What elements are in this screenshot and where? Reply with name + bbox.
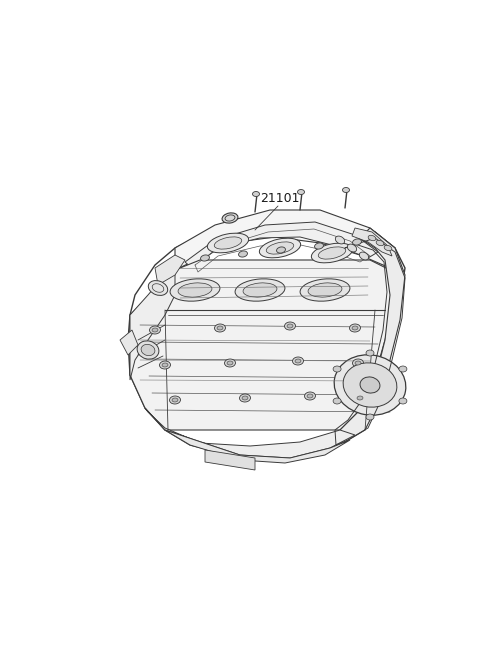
Ellipse shape — [172, 398, 178, 402]
Ellipse shape — [348, 244, 357, 252]
Polygon shape — [205, 450, 255, 470]
Ellipse shape — [360, 377, 380, 393]
Ellipse shape — [285, 322, 296, 330]
Ellipse shape — [243, 283, 277, 297]
Ellipse shape — [318, 247, 346, 259]
Ellipse shape — [214, 237, 242, 249]
Ellipse shape — [312, 243, 353, 263]
Ellipse shape — [178, 283, 212, 297]
Ellipse shape — [366, 350, 374, 356]
Ellipse shape — [207, 233, 249, 253]
Polygon shape — [175, 210, 395, 270]
Ellipse shape — [266, 242, 294, 254]
Polygon shape — [185, 222, 378, 268]
Ellipse shape — [148, 281, 168, 295]
Ellipse shape — [215, 324, 226, 332]
Ellipse shape — [336, 236, 345, 244]
Ellipse shape — [225, 359, 236, 367]
Ellipse shape — [201, 255, 209, 261]
Polygon shape — [352, 228, 392, 256]
Ellipse shape — [298, 190, 304, 194]
Ellipse shape — [376, 240, 384, 246]
Ellipse shape — [352, 239, 361, 245]
Ellipse shape — [399, 398, 407, 404]
Ellipse shape — [239, 251, 248, 257]
Ellipse shape — [235, 279, 285, 301]
Polygon shape — [330, 228, 405, 448]
Ellipse shape — [162, 363, 168, 367]
Ellipse shape — [384, 245, 392, 251]
Ellipse shape — [276, 247, 286, 253]
Ellipse shape — [343, 188, 349, 192]
Polygon shape — [155, 255, 185, 285]
Ellipse shape — [352, 359, 363, 367]
Polygon shape — [165, 430, 350, 463]
Ellipse shape — [292, 357, 303, 365]
Ellipse shape — [308, 283, 342, 297]
Ellipse shape — [222, 213, 238, 223]
Ellipse shape — [227, 361, 233, 365]
Ellipse shape — [360, 252, 369, 260]
Polygon shape — [130, 260, 395, 430]
Ellipse shape — [287, 324, 293, 328]
Ellipse shape — [300, 279, 350, 301]
Ellipse shape — [343, 363, 397, 407]
Ellipse shape — [159, 361, 170, 369]
Ellipse shape — [314, 243, 324, 249]
Ellipse shape — [170, 279, 220, 301]
Text: 21101: 21101 — [260, 192, 300, 205]
Polygon shape — [130, 268, 175, 380]
Ellipse shape — [137, 341, 159, 359]
Ellipse shape — [149, 326, 160, 334]
Ellipse shape — [259, 238, 300, 258]
Polygon shape — [128, 215, 405, 458]
Ellipse shape — [352, 326, 358, 330]
Ellipse shape — [242, 396, 248, 400]
Ellipse shape — [333, 366, 341, 372]
Ellipse shape — [349, 324, 360, 332]
Polygon shape — [145, 408, 355, 458]
Ellipse shape — [240, 394, 251, 402]
Polygon shape — [120, 330, 138, 355]
Ellipse shape — [366, 414, 374, 420]
Ellipse shape — [355, 394, 365, 402]
Ellipse shape — [217, 326, 223, 330]
Ellipse shape — [141, 344, 155, 356]
Ellipse shape — [357, 396, 363, 400]
Ellipse shape — [307, 394, 313, 398]
Ellipse shape — [399, 366, 407, 372]
Ellipse shape — [152, 328, 158, 332]
Ellipse shape — [304, 392, 315, 400]
Ellipse shape — [169, 396, 180, 404]
Ellipse shape — [295, 359, 301, 363]
Ellipse shape — [368, 236, 376, 241]
Ellipse shape — [252, 192, 260, 197]
Ellipse shape — [333, 398, 341, 404]
Ellipse shape — [334, 355, 406, 415]
Ellipse shape — [355, 361, 361, 365]
